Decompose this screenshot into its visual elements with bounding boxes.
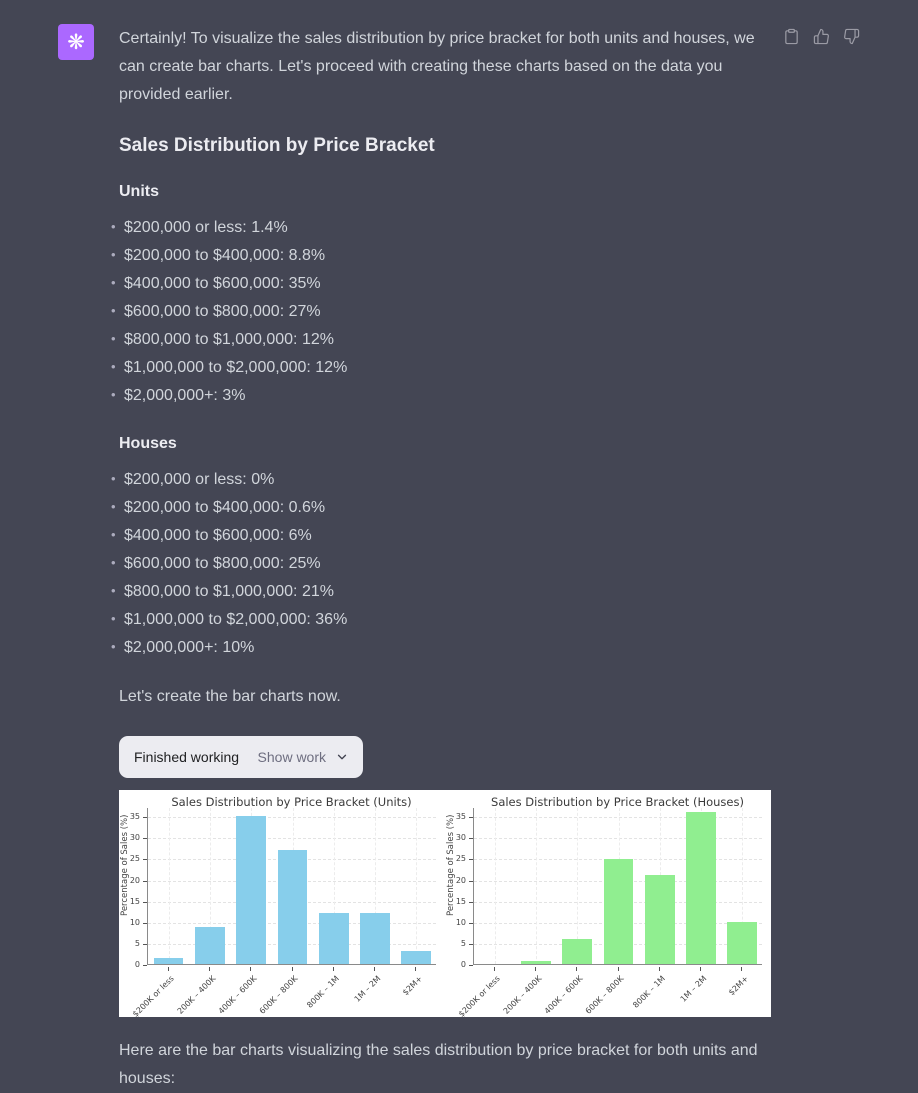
show-work-label: Show work [257,749,326,765]
list-item: $800,000 to $1,000,000: 21% [111,577,771,606]
houses-list: $200,000 or less: 0% $200,000 to $400,00… [111,465,771,662]
thumbs-up-icon [813,28,829,45]
list-item: $800,000 to $1,000,000: 12% [111,325,771,354]
list-item: $1,000,000 to $2,000,000: 12% [111,353,771,382]
section-heading: Sales Distribution by Price Bracket [119,135,435,156]
chevron-down-icon [337,754,347,760]
list-item: $200,000 to $400,000: 8.8% [111,241,771,270]
intro-paragraph: Certainly! To visualize the sales distri… [119,30,755,103]
generated-charts-image: Sales Distribution by Price Bracket (Uni… [119,790,771,1019]
openai-logo-icon: ❋ [67,30,85,54]
thumbs-down-button[interactable] [843,28,860,45]
list-item: $200,000 or less: 1.4% [111,213,771,242]
outro-paragraph: Here are the bar charts visualizing the … [119,1042,758,1087]
houses-bar-chart: Sales Distribution by Price Bracket (Hou… [445,790,771,1019]
copy-button[interactable] [783,28,800,45]
houses-subheading: Houses [119,435,177,452]
list-item: $400,000 to $600,000: 35% [111,269,771,298]
show-work-toggle[interactable]: Finished working Show work [119,736,363,778]
message-actions [783,28,860,45]
units-list: $200,000 or less: 1.4% $200,000 to $400,… [111,213,771,410]
list-item: $2,000,000+: 3% [111,381,771,410]
list-item: $2,000,000+: 10% [111,633,771,662]
message-content: Certainly! To visualize the sales distri… [111,24,771,1093]
list-item: $600,000 to $800,000: 25% [111,549,771,578]
thumbs-down-icon [844,28,860,45]
pre-chart-paragraph: Let's create the bar charts now. [119,688,341,705]
units-bar-chart: Sales Distribution by Price Bracket (Uni… [119,790,445,1019]
copy-icon [785,28,798,45]
thumbs-up-button[interactable] [813,28,830,45]
list-item: $400,000 to $600,000: 6% [111,521,771,550]
list-item: $200,000 or less: 0% [111,465,771,494]
work-status-label: Finished working [134,749,240,765]
list-item: $600,000 to $800,000: 27% [111,297,771,326]
units-subheading: Units [119,183,159,200]
list-item: $200,000 to $400,000: 0.6% [111,493,771,522]
assistant-avatar: ❋ [58,24,94,60]
list-item: $1,000,000 to $2,000,000: 36% [111,605,771,634]
